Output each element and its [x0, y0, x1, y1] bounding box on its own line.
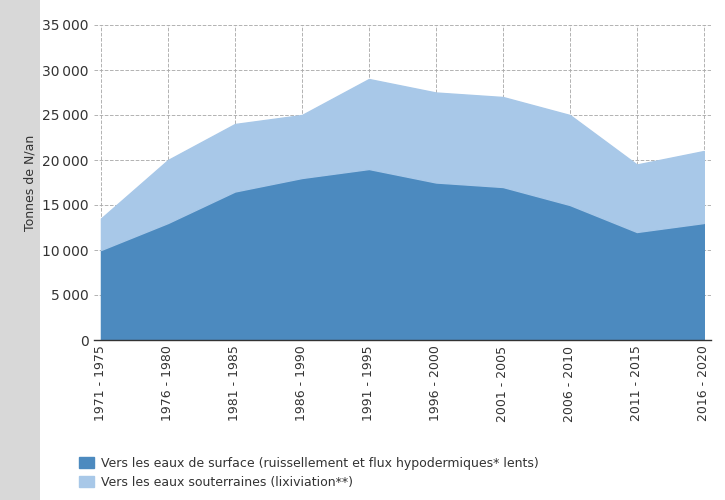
Y-axis label: Tonnes de N/an: Tonnes de N/an — [23, 134, 36, 230]
Legend: Vers les eaux de surface (ruissellement et flux hypodermiques* lents), Vers les : Vers les eaux de surface (ruissellement … — [79, 456, 539, 489]
